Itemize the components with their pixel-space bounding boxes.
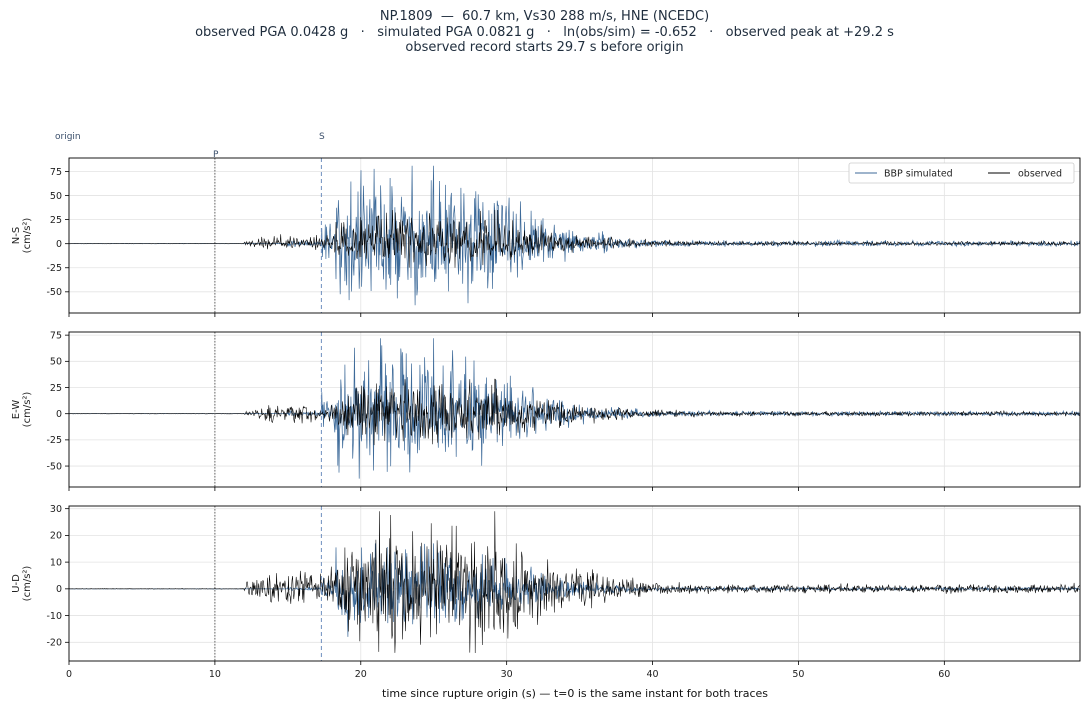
title-line-3: observed record starts 29.7 s before ori… — [405, 40, 684, 55]
observed-trace — [69, 511, 1080, 654]
y-axis-label: E-W(cm/s²) — [11, 392, 33, 428]
x-tick-label: 40 — [647, 669, 659, 680]
y-tick-label: 75 — [50, 167, 62, 178]
y-axis-label: N-S(cm/s²) — [11, 218, 33, 254]
y-tick-label: 0 — [56, 584, 62, 595]
legend: BBP simulated observed — [848, 162, 1075, 184]
x-tick-label: 20 — [355, 669, 367, 680]
y-tick-label: 25 — [50, 383, 62, 394]
x-tick-label: 0 — [66, 669, 72, 680]
panel-ew: -50 -25 0 25 50 75 E-W(cm/s²) — [11, 330, 1081, 491]
y-tick-label: -50 — [46, 287, 62, 298]
panel-frame — [68, 331, 1081, 488]
title-line-1: NP.1809 — 60.7 km, Vs30 288 m/s, HNE (NC… — [379, 9, 710, 24]
y-tick-label: 10 — [50, 557, 62, 568]
x-tick-label: 50 — [792, 669, 804, 680]
y-tick-label: 50 — [50, 357, 62, 368]
y-axis-component: U-D — [11, 574, 22, 593]
origin-label: origin — [55, 132, 81, 142]
y-tick-label: 0 — [56, 239, 62, 250]
legend-simulated-label: BBP simulated — [884, 169, 953, 180]
y-tick-label: 0 — [56, 409, 62, 420]
y-tick-label: -50 — [46, 461, 62, 472]
panel-ns: -50 -25 0 25 50 75 N-S(cm/s²) BBP simulated obse… — [11, 157, 1081, 317]
observed-trace — [69, 209, 1080, 268]
panel-frame — [68, 157, 1081, 314]
y-axis-unit: (cm/s²) — [22, 566, 33, 602]
legend-observed-label: observed — [1018, 169, 1062, 180]
y-axis-component: N-S — [11, 227, 22, 244]
y-axis-unit: (cm/s²) — [22, 218, 33, 254]
x-axis-label: time since rupture origin (s) — t=0 is t… — [382, 687, 768, 700]
y-axis-label: U-D(cm/s²) — [11, 566, 33, 602]
p-phase-label: P — [213, 150, 219, 160]
y-axis-component: E-W — [11, 400, 22, 420]
legend-box — [848, 162, 1075, 184]
title-line-2: observed PGA 0.0428 g · simulated PGA 0.… — [195, 24, 894, 40]
y-tick-label: -25 — [46, 435, 62, 446]
y-tick-label: -25 — [46, 263, 62, 274]
y-tick-label: 25 — [50, 215, 62, 226]
y-tick-label: -20 — [46, 638, 62, 649]
observed-trace — [69, 378, 1080, 446]
x-tick-label: 30 — [501, 669, 513, 680]
x-tick-label: 60 — [938, 669, 950, 680]
panel-ud: -20 -10 0 10 20 30 0 10 20 30 40 50 60 U-D(cm/s²) — [11, 504, 1081, 680]
x-tick-label: 10 — [209, 669, 221, 680]
y-axis-unit: (cm/s²) — [22, 392, 33, 428]
y-tick-label: -10 — [46, 611, 62, 622]
y-tick-label: 50 — [50, 191, 62, 202]
y-tick-label: 75 — [50, 330, 62, 341]
y-tick-label: 30 — [50, 504, 62, 515]
chart-title: NP.1809 — 60.7 km, Vs30 288 m/s, HNE (NC… — [0, 9, 1089, 56]
simulated-trace — [69, 165, 1080, 306]
y-tick-label: 20 — [50, 531, 62, 542]
panel-frame — [68, 505, 1081, 662]
s-phase-label: S — [319, 132, 325, 142]
